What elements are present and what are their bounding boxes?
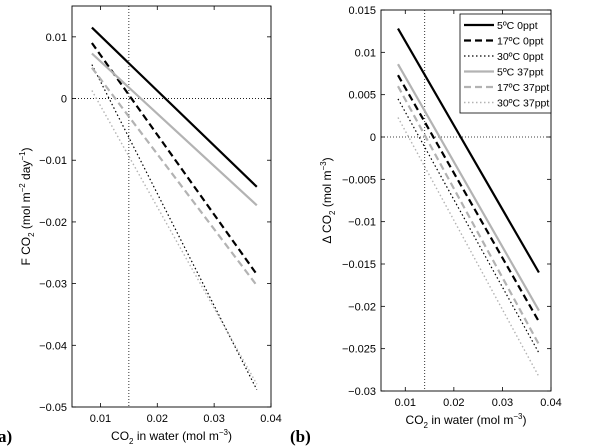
y-axis-label: Δ CO2 (mol m−3) [319,157,337,243]
y-tick-label: 0.01 [355,47,376,59]
series-line-1 [397,28,540,274]
axes-box [380,9,552,392]
legend-entry-3: 30ºC 0ppt [497,51,544,63]
x-tick-label: 0.03 [492,397,513,409]
x-tick-label: 0.02 [443,397,464,409]
x-axis-label: CO2 in water (mol m−3) [406,412,527,430]
series-line-1 [91,26,258,188]
panel-a: 0.01 0.02 0.03 0.04 −0.05 −0.04 −0.03 −0.02 −0.0… [18,5,282,446]
x-tick-label: 0.01 [90,413,111,425]
series-line-4 [397,63,540,312]
y-axis-label: F CO2 (mol m−2 day−1) [18,147,36,265]
y-tick-label: −0.025 [342,344,376,356]
series-line-6 [397,117,540,377]
y-tick-label: −0.005 [342,174,376,186]
series-line-5 [91,67,258,287]
y-tick-label: 0.005 [348,90,376,102]
legend-entry-6: 30ºC 37ppt [497,98,549,110]
x-tick-label: 0.04 [540,397,561,409]
legend-box [459,13,552,114]
x-axis-label: CO2 in water (mol m−3) [111,428,232,446]
axes-box [71,5,272,408]
y-tick-label: −0.015 [342,259,376,271]
series-line-5 [397,85,540,345]
y-tick-label: 0.015 [348,5,376,17]
legend: 5ºC 0ppt 17ºC 0ppt 30ºC 0ppt 5ºC 37ppt 17ºC … [459,13,552,114]
series-line-2 [397,74,540,323]
panel-b: 0.01 0.02 0.03 0.04 −0.03 −0.025 −0.02 −0.015 −0… [319,5,562,430]
panel-label-b: (b) [290,427,311,446]
series-group [91,26,258,390]
legend-entry-1: 5ºC 0ppt [497,20,538,32]
y-tick-label: 0.01 [46,32,67,44]
y-tick-label: 0 [370,132,376,144]
legend-entry-5: 17ºC 37ppt [497,82,549,94]
legend-entry-4: 5ºC 37ppt [497,67,544,79]
y-tick-label: −0.02 [39,217,67,229]
series-line-3 [397,98,540,354]
series-line-6 [91,90,258,385]
series-line-3 [91,64,258,390]
y-tick-label: 0 [61,94,67,106]
y-tick-label: −0.02 [348,301,376,313]
x-tick-label: 0.01 [395,397,416,409]
x-tick-label: 0.03 [203,413,224,425]
series-line-4 [91,52,258,207]
x-tick-label: 0.04 [260,413,281,425]
y-tick-label: −0.03 [39,279,67,291]
y-tick-label: −0.03 [348,386,376,398]
y-tick-label: −0.01 [39,155,67,167]
panel-label-a: a) [0,427,12,446]
series-line-2 [91,42,258,276]
legend-entry-2: 17ºC 0ppt [497,36,544,48]
series-group [397,28,540,377]
y-tick-label: −0.01 [348,217,376,229]
y-tick-label: −0.05 [39,402,67,414]
y-tick-label: −0.04 [39,340,67,352]
x-tick-label: 0.02 [147,413,168,425]
